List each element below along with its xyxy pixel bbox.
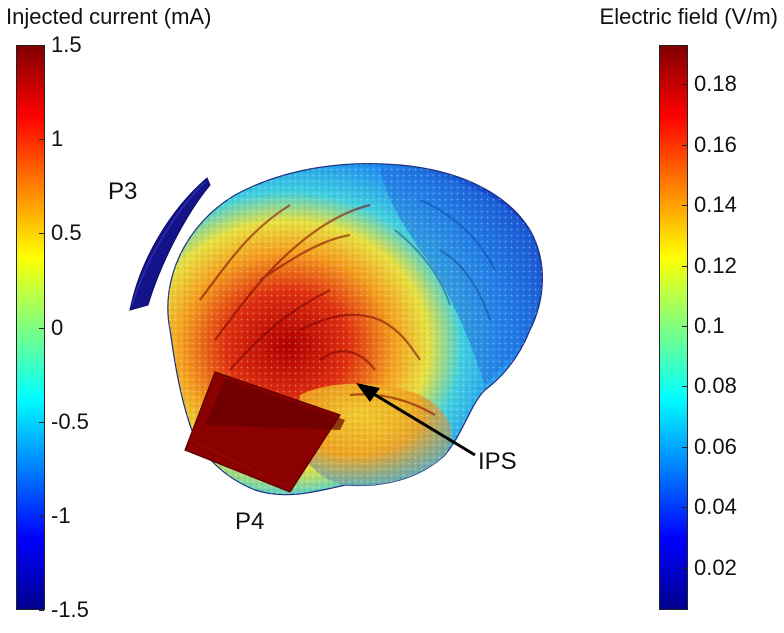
right-tick-mark	[682, 325, 687, 327]
ips-arrowhead	[356, 383, 380, 402]
left-tick-mark	[39, 139, 44, 141]
electric-field-colorbar	[659, 45, 688, 610]
right-tick-label: 0.08	[694, 373, 737, 399]
sulci	[199, 203, 436, 416]
right-tick-label: 0.06	[694, 433, 737, 459]
right-tick-mark	[682, 84, 687, 86]
right-tick-mark	[682, 507, 687, 509]
left-tick-label: -1	[51, 502, 71, 528]
p3-electrode	[129, 177, 211, 311]
left-tick-label: 0	[51, 314, 64, 340]
right-tick-label: 0.14	[694, 192, 737, 218]
right-tick-mark	[682, 446, 687, 448]
left-tick-label: 1.5	[51, 32, 82, 57]
right-tick-mark	[682, 386, 687, 388]
left-tick-mark	[39, 45, 44, 46]
right-tick-label: 0.16	[694, 131, 737, 157]
right-tick-label: 0.12	[694, 252, 737, 278]
left-tick-mark	[39, 421, 44, 423]
right-colorbar-title: Electric field (V/m)	[599, 4, 778, 29]
left-tick-label: 0.5	[51, 220, 82, 246]
left-tick-mark	[39, 233, 44, 235]
ips-arrow	[371, 391, 476, 457]
right-tick-label: 0.04	[694, 494, 737, 520]
left-tick-mark	[39, 515, 44, 517]
left-tick-label: -0.5	[51, 408, 89, 434]
right-tick-mark	[682, 567, 687, 569]
ips-label: IPS	[478, 448, 517, 475]
left-colorbar-title: Injected current (mA)	[6, 4, 212, 29]
right-tick-mark	[682, 205, 687, 207]
left-tick-mark	[39, 610, 44, 611]
right-tick-mark	[682, 265, 687, 267]
left-tick-label: -1.5	[51, 597, 89, 622]
right-tick-label: 0.02	[694, 554, 737, 580]
left-tick-label: 1	[51, 126, 64, 152]
right-tick-label: 0.1	[694, 312, 725, 338]
p4-label: P4	[235, 508, 265, 535]
right-tick-label: 0.18	[694, 71, 737, 97]
p3-label: P3	[108, 178, 138, 205]
left-tick-mark	[39, 327, 44, 329]
right-tick-mark	[682, 144, 687, 146]
